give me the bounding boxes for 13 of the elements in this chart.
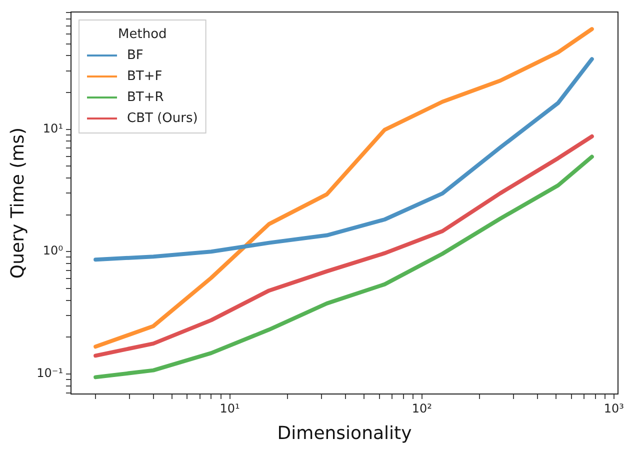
legend-label: BF (127, 48, 144, 63)
x-tick-label: 10³ (604, 401, 624, 416)
legend-label: BT+R (127, 90, 164, 105)
legend-title: Method (118, 26, 167, 42)
y-axis-title: Query Time (ms) (7, 127, 28, 279)
legend-label: CBT (Ours) (127, 110, 198, 126)
x-tick-label: 10² (412, 401, 432, 416)
y-tick-label: 10¹ (42, 121, 64, 136)
x-axis-title: Dimensionality (277, 422, 412, 444)
x-tick-label: 10¹ (220, 401, 240, 416)
y-tick-label: 10⁰ (42, 244, 64, 258)
legend-label: BT+F (127, 68, 162, 84)
y-tick-label: 10⁻¹ (36, 366, 64, 380)
